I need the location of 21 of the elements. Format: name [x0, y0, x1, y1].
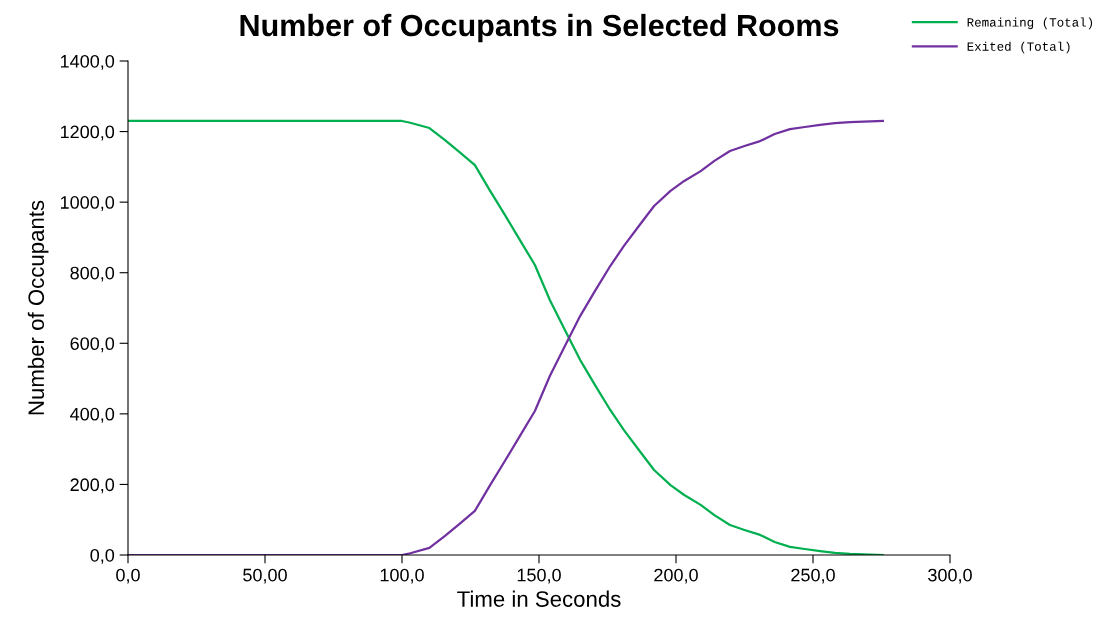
y-tick-label: 800,0 — [70, 266, 115, 282]
line-series — [128, 119, 884, 555]
y-axis-title: Number of Occupants — [27, 200, 49, 415]
y-tick-label: 200,0 — [70, 478, 115, 494]
legend-label: Exited (Total) — [967, 41, 1070, 54]
x-tick-label: 0,0 — [116, 568, 140, 584]
x-tick-label: 100,0 — [380, 568, 424, 584]
x-tick-label: 50,00 — [243, 568, 287, 584]
x-axis-title: Time in Seconds — [457, 590, 621, 607]
x-tick-label: 300,0 — [928, 568, 972, 584]
y-tick-label: 600,0 — [70, 337, 115, 353]
x-tick-label: 150,0 — [517, 568, 561, 584]
y-tick-label: 1400,0 — [60, 54, 115, 70]
y-tick-label: 1000,0 — [60, 196, 115, 211]
y-tick-label: 400,0 — [70, 407, 115, 423]
y-tick-label: 1200,0 — [60, 125, 115, 141]
x-tick-label: 250,0 — [791, 568, 835, 584]
chart-title: Number of Occupants in Selected Rooms — [240, 13, 839, 43]
x-tick-label: 200,0 — [654, 568, 698, 584]
legend-label: Remaining (Total) — [967, 17, 1093, 30]
y-tick-label: 0,0 — [90, 548, 115, 564]
